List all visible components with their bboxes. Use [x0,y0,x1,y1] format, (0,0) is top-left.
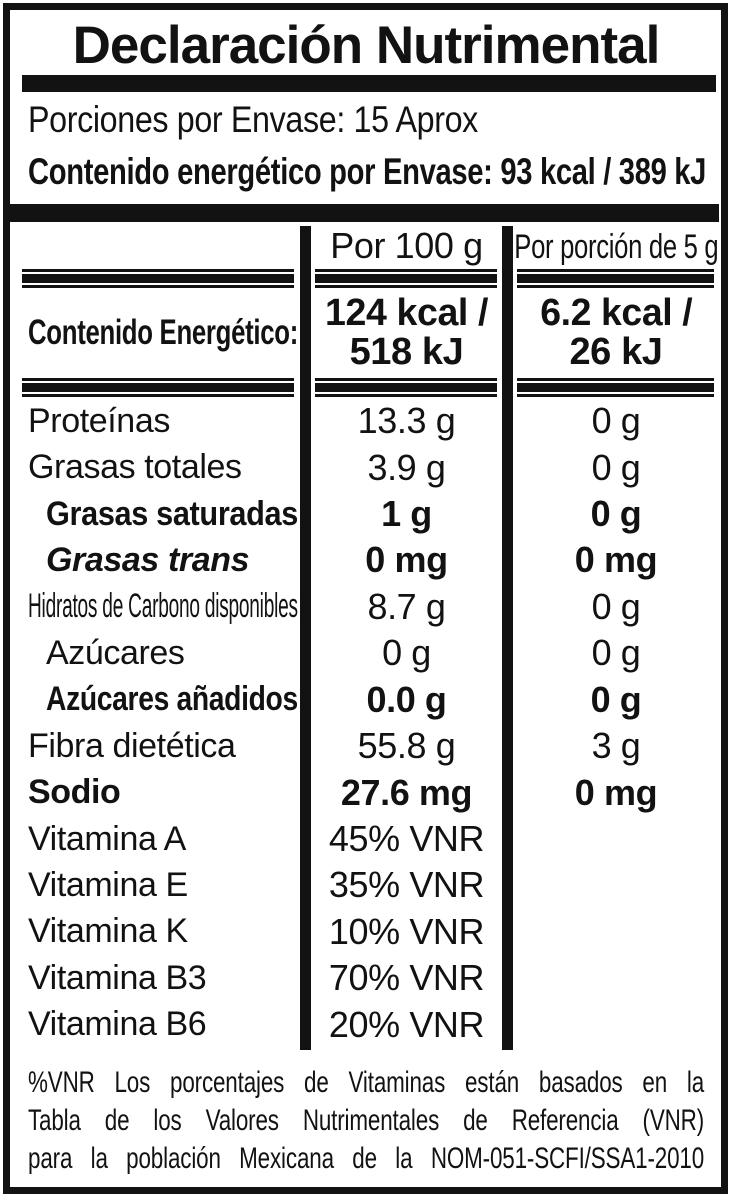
nutrient-value-per-portion: 0 g [590,678,642,720]
servings-per-package: Porciones por Envase: 15 Aprox [28,99,478,140]
nutrient-row: Azúcares añadidos 0.0 g 0 g [0,677,719,723]
nutrient-value-per-portion: 0 g [591,632,641,674]
footnote: %VNR Los porcentajes de Vitaminas están … [28,1064,704,1178]
nutrient-value-per-100g: 45% VNR [328,818,485,859]
nutrient-row: Vitamina A 45% VNR [0,816,719,862]
nutrient-value-per-100g: 8.7 g [367,585,446,627]
nutrient-value-per-portion: 3 g [591,725,641,767]
nutrient-label: Vitamina K [28,912,188,951]
nutrient-row: Azúcares 0 g 0 g [0,630,719,676]
nutrient-row: Vitamina E 35% VNR [0,862,719,908]
energy-row-label: Contenido Energético: [28,313,299,352]
page-title-wrap: Declaración Nutrimental [46,14,686,76]
footnote-line-3: para la población Mexicana de la NOM-051… [28,1142,705,1175]
nutrient-value-per-portion: 0 mg [574,771,658,813]
nutrient-label: Hidratos de Carbono disponibles [28,587,298,626]
nutrient-value-per-portion: 0 g [591,400,641,442]
footnote-line-2: Tabla de los Valores Nutrimentales de Re… [28,1104,705,1137]
nutrient-row: Grasas trans 0 mg 0 mg [0,537,719,583]
nutrient-label: Vitamina B3 [28,958,207,997]
nutrient-value-per-100g: 70% VNR [328,957,485,999]
column-divider-2 [502,226,513,1050]
energy-rule-col1 [22,378,294,397]
nutrient-row: Vitamina B6 20% VNR [0,1001,719,1047]
nutrient-row: Vitamina B3 70% VNR [0,955,719,1001]
energy-per-package-wrap: Contenido energético por Envase: 93 kcal… [28,148,708,196]
header-rule-col2 [315,269,497,288]
nutrient-label: Azúcares añadidos [46,680,298,719]
column-header-per-100g: Por 100 g [330,225,483,266]
table-top-bar [9,204,719,222]
nutrient-label: Vitamina B6 [28,1005,207,1044]
nutrient-label: Vitamina A [28,819,186,858]
nutrient-row: Fibra dietética 55.8 g 3 g [0,723,719,769]
energy-row: Contenido Energético: 124 kcal / 518 kJ … [0,288,719,378]
nutrient-label: Grasas totales [28,448,242,487]
energy-rule-col2 [315,378,497,397]
nutrient-row: Sodio 27.6 mg 0 mg [0,769,719,815]
nutrient-value-per-100g: 0 mg [365,539,448,581]
nutrient-label: Grasas trans [46,540,250,579]
nutrient-row: Hidratos de Carbono disponibles 8.7 g 0 … [0,584,719,630]
nutrient-label: Proteínas [28,401,170,440]
energy-per-100g: 124 kcal / 518 kJ [324,292,489,373]
nutrient-value-per-100g: 27.6 mg [340,771,473,813]
energy-rule-col3 [517,378,714,397]
nutrient-row: Grasas totales 3.9 g 0 g [0,444,719,490]
nutrient-rows: Proteínas 13.3 g 0 g Grasas totales 3.9 … [0,398,719,1048]
nutrient-row: Proteínas 13.3 g 0 g [0,398,719,444]
column-divider-1 [300,226,311,1050]
nutrient-value-per-100g: 35% VNR [328,864,485,906]
title-divider-bar [22,75,716,92]
nutrient-value-per-100g: 55.8 g [357,725,456,767]
nutrient-row: Grasas saturadas 1 g 0 g [0,491,719,537]
nutrient-value-per-portion: 0 mg [574,539,658,581]
nutrient-label: Sodio [28,773,121,812]
nutrient-value-per-portion: 0 g [591,585,641,627]
nutrient-value-per-100g: 1 g [381,493,432,535]
nutrient-value-per-100g: 20% VNR [328,1003,485,1045]
nutrient-value-per-portion: 0 g [591,446,641,488]
energy-per-package: Contenido energético por Envase: 93 kcal… [28,151,707,192]
nutrient-value-per-100g: 10% VNR [328,910,485,952]
energy-per-portion: 6.2 kcal / 26 kJ [540,292,692,373]
footnote-line-1: %VNR Los porcentajes de Vitaminas están … [28,1066,705,1099]
nutrient-value-per-100g: 0.0 g [366,678,447,720]
nutrient-value-per-100g: 3.9 g [367,446,446,488]
nutrient-value-per-100g: 13.3 g [357,400,456,442]
nutrient-label: Fibra dietética [28,726,236,765]
nutrient-label: Vitamina E [28,865,188,904]
nutrient-label: Azúcares [46,633,185,672]
servings-per-package-wrap: Porciones por Envase: 15 Aprox [28,96,480,144]
column-header-per-portion: Por porción de 5 g [513,228,719,266]
nutrient-value-per-portion: 0 g [590,493,642,535]
header-rule-col1 [22,269,294,288]
header-rule-col3 [517,269,714,288]
nutrient-row: Vitamina K 10% VNR [0,909,719,955]
nutrient-value-per-100g: 0 g [382,632,431,674]
nutrient-label: Grasas saturadas [46,494,298,533]
page-title: Declaración Nutrimental [72,15,661,75]
